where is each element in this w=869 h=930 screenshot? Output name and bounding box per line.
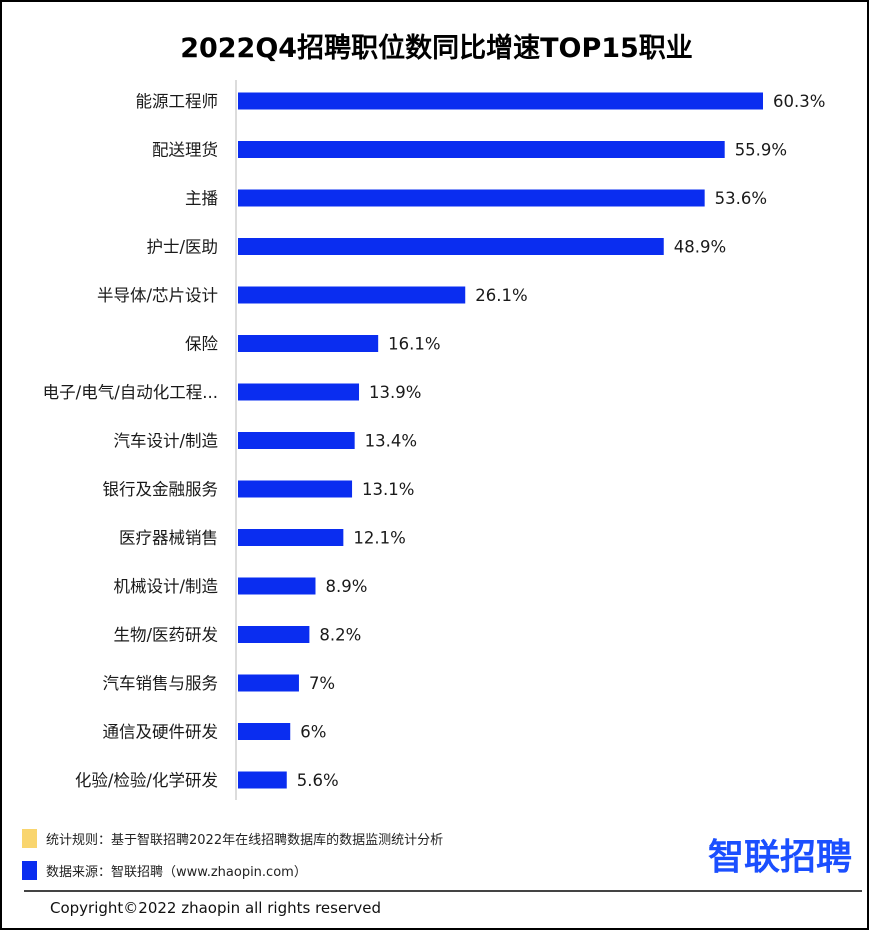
value-label: 13.4% [365,432,417,451]
value-label: 12.1% [353,529,405,548]
bar-10 [238,577,316,595]
note-rule-swatch [22,828,37,848]
note-source-swatch [22,860,37,880]
bar-5 [238,335,379,352]
category-label: 保险 [185,335,219,354]
category-label: 医疗器械销售 [119,529,218,548]
category-label: 汽车销售与服务 [103,674,219,693]
bar-1 [238,141,725,158]
bar-3 [238,238,664,255]
value-label: 48.9% [674,238,726,257]
value-label: 53.6% [715,189,767,208]
note-rule-text: 统计规则：基于智联招聘2022年在线招聘数据库的数据监测统计分析 [46,832,444,848]
category-label: 化验/检验/化学研发 [75,771,218,790]
category-label: 半导体/芯片设计 [97,286,218,305]
value-label: 5.6% [297,771,339,790]
value-label: 13.1% [362,480,414,499]
note-source-text: 数据来源：智联招聘（www.zhaopin.com） [46,864,307,880]
category-label: 通信及硬件研发 [103,723,219,742]
category-label: 汽车设计/制造 [113,432,218,451]
bar-9 [238,529,344,546]
category-label: 护士/医助 [146,238,218,257]
value-label: 26.1% [475,286,527,305]
chart-title: 2022Q4招聘职位数同比增速TOP15职业 [180,33,693,64]
bar-4 [238,286,466,304]
bar-11 [238,626,310,643]
bar-13 [238,723,291,740]
copyright-text: Copyright©2022 zhaopin all rights reserv… [50,899,381,917]
bar-14 [238,771,287,789]
category-label: 能源工程师 [136,92,219,111]
category-label: 主播 [185,189,219,208]
note-rule: 统计规则：基于智联招聘2022年在线招聘数据库的数据监测统计分析 [22,828,443,848]
note-source: 数据来源：智联招聘（www.zhaopin.com） [22,860,307,880]
bar-7 [238,432,355,449]
value-label: 55.9% [735,141,787,160]
value-label: 13.9% [369,383,421,402]
value-label: 8.2% [319,626,361,645]
bar-6 [238,383,360,401]
value-label: 8.9% [325,577,367,596]
footer-divider [24,890,862,892]
value-label: 16.1% [388,335,440,354]
bar-12 [238,674,299,692]
zhaopin-logo: 智联招聘 [708,837,853,878]
value-label: 60.3% [773,92,825,111]
category-label: 电子/电气/自动化工程... [43,383,218,402]
category-label: 生物/医药研发 [113,626,218,645]
category-label: 配送理货 [152,141,218,160]
category-label: 机械设计/制造 [113,577,218,596]
bar-2 [238,189,705,207]
bar-0 [238,92,763,110]
bar-8 [238,480,353,498]
category-label: 银行及金融服务 [103,480,219,499]
value-label: 7% [309,674,335,693]
value-label: 6% [300,723,326,742]
